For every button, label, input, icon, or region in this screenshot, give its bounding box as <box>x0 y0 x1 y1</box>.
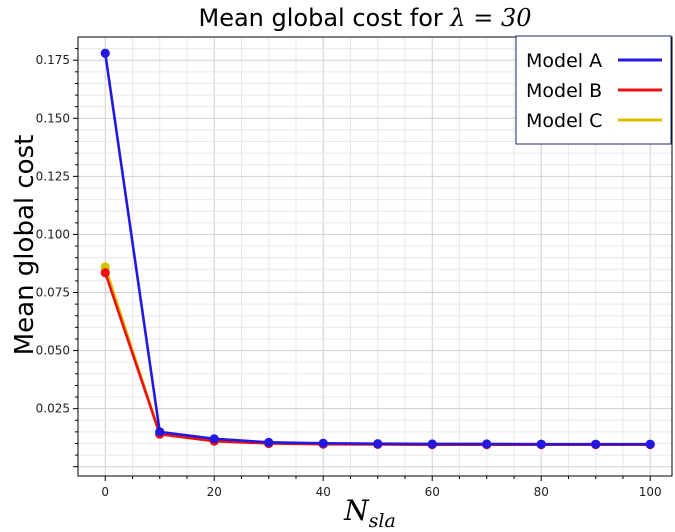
x-tick-label: 100 <box>639 485 662 499</box>
data-point-model-a <box>318 438 328 448</box>
y-axis-label: Mean global cost <box>10 135 40 356</box>
y-tick-label: 0.125 <box>36 169 70 183</box>
data-point-model-a <box>155 427 165 437</box>
x-tick-label: 0 <box>101 485 109 499</box>
y-tick-label: 0.175 <box>36 53 70 67</box>
x-axis-label-subscript: sla <box>369 510 396 532</box>
data-point-model-a <box>536 439 546 449</box>
y-tick-label: 0.075 <box>36 286 70 300</box>
legend-label-model-a: Model A <box>526 50 602 72</box>
chart-title: Mean global cost for λ = 30 <box>198 4 531 32</box>
series-layer <box>100 48 655 450</box>
series-model-a <box>100 48 655 449</box>
y-tick-label: 0.025 <box>36 402 70 416</box>
legend: Model A Model B Model C <box>515 35 672 145</box>
y-tick-label: 0.050 <box>36 344 70 358</box>
y-tick-label: 0.100 <box>36 227 70 241</box>
data-point-model-a <box>209 434 219 444</box>
legend-label-model-c: Model C <box>526 110 602 132</box>
data-point-model-a <box>373 439 383 449</box>
data-point-model-a <box>482 439 492 449</box>
data-point-model-a <box>645 439 655 449</box>
grid-layer <box>78 37 672 476</box>
x-tick-label: 80 <box>534 485 549 499</box>
x-axis-label: Nsla <box>343 494 396 532</box>
x-tick-label: 40 <box>316 485 331 499</box>
data-point-model-a <box>591 439 601 449</box>
x-axis-label-main: N <box>343 494 370 527</box>
legend-items: Model A Model B Model C <box>526 50 662 132</box>
plot-frame <box>77 36 673 477</box>
data-point-model-a <box>427 439 437 449</box>
y-tick-label: 0.150 <box>36 111 70 125</box>
chart-title-math: λ = 30 <box>449 4 531 32</box>
data-point-model-a <box>264 437 274 447</box>
chart-title-text: Mean global cost for <box>198 4 450 32</box>
x-tick-label: 60 <box>425 485 440 499</box>
data-point-model-a <box>100 48 110 58</box>
legend-label-model-b: Model B <box>526 80 602 102</box>
ticks-layer: 0 20 40 60 80 100 0.025 0.050 0.075 0.100 0.125 0.1… <box>36 48 662 499</box>
data-point-model-b <box>100 268 110 278</box>
x-tick-label: 20 <box>207 485 222 499</box>
